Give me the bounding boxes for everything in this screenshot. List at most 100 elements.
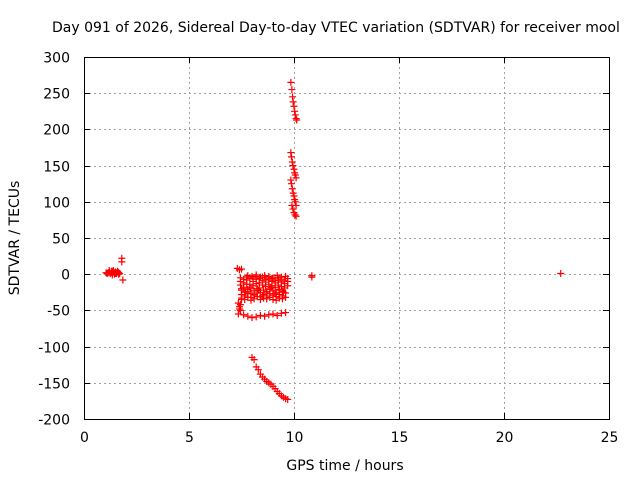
data-point <box>277 273 285 281</box>
data-point <box>265 311 273 319</box>
data-point <box>284 395 292 403</box>
y-tick-label: 150 <box>43 160 70 176</box>
data-point <box>289 162 297 170</box>
data-point <box>291 198 299 206</box>
data-point <box>240 311 248 319</box>
data-point <box>255 275 263 283</box>
x-axis-label: GPS time / hours <box>286 458 403 474</box>
axis-ticks <box>84 57 610 420</box>
data-point <box>238 285 245 293</box>
data-point <box>242 288 250 296</box>
data-point <box>265 272 273 280</box>
data-point <box>248 314 256 322</box>
y-tick-label: -150 <box>38 377 70 393</box>
data-point <box>248 272 256 280</box>
data-point <box>280 288 287 296</box>
x-tick-label: 5 <box>185 430 194 446</box>
y-tick-label: 100 <box>43 196 70 212</box>
y-tick-label: 0 <box>61 268 70 284</box>
grid-lines <box>84 57 609 419</box>
data-point <box>291 107 299 115</box>
data-point <box>243 273 251 281</box>
data-point <box>282 309 290 317</box>
data-point <box>236 301 244 309</box>
data-point <box>291 111 299 119</box>
data-point <box>291 211 299 219</box>
y-tick-label: 200 <box>43 123 70 139</box>
data-point <box>287 180 295 188</box>
data-point <box>247 296 255 304</box>
data-point <box>267 284 275 292</box>
data-point <box>288 158 296 166</box>
data-point <box>293 116 301 124</box>
data-point <box>288 86 296 94</box>
data-point <box>256 311 264 319</box>
y-tick-label: 300 <box>43 51 70 67</box>
y-tick-label: -100 <box>38 341 70 357</box>
data-point <box>252 313 260 321</box>
data-point <box>234 310 242 318</box>
y-axis-label: SDTVAR / TECUs <box>7 181 23 296</box>
data-point <box>284 282 292 290</box>
data-point <box>250 290 258 298</box>
y-tick-label: 250 <box>43 87 70 103</box>
data-point <box>308 273 316 281</box>
data-point <box>259 292 266 300</box>
data-point <box>274 281 282 289</box>
x-tick-label: 25 <box>601 430 619 446</box>
data-point <box>275 285 283 293</box>
data-point <box>287 149 295 157</box>
data-point <box>235 305 243 313</box>
data-point <box>288 185 296 193</box>
data-point <box>271 290 279 298</box>
data-point <box>250 356 258 364</box>
data-point <box>287 153 295 161</box>
data-point <box>269 296 277 304</box>
data-point <box>287 176 295 184</box>
y-tick-label: -200 <box>38 413 70 429</box>
data-point <box>275 294 283 302</box>
y-tick-label: -50 <box>47 304 70 320</box>
data-point <box>292 212 300 220</box>
data-point <box>290 102 298 110</box>
x-tick-label: 20 <box>496 430 514 446</box>
data-point <box>282 293 290 301</box>
data-point <box>292 174 300 182</box>
data-point <box>287 78 295 86</box>
data-point <box>289 205 297 213</box>
data-point <box>290 192 298 200</box>
data-point <box>244 312 252 320</box>
data-point <box>236 274 244 282</box>
data-point <box>119 276 127 284</box>
data-point <box>263 289 271 297</box>
data-point <box>278 295 286 303</box>
chart-title: Day 091 of 2026, Sidereal Day-to-day VTE… <box>52 20 620 36</box>
data-point <box>269 310 277 318</box>
data-point <box>256 296 264 304</box>
data-point <box>254 366 262 374</box>
data-point <box>288 201 296 209</box>
data-point <box>252 280 260 288</box>
x-tick-label: 10 <box>286 430 304 446</box>
data-point <box>238 294 245 302</box>
y-tick-label: 50 <box>52 232 70 248</box>
data-point <box>292 115 300 123</box>
data-point <box>282 272 290 280</box>
data-point <box>265 280 273 288</box>
data-point <box>115 270 123 278</box>
x-tick-label: 15 <box>391 430 409 446</box>
data-point <box>256 273 264 281</box>
data-point <box>254 286 262 294</box>
data-point <box>273 272 281 280</box>
data-point <box>246 283 254 291</box>
data-points <box>102 78 565 403</box>
data-point <box>244 272 252 280</box>
data-point <box>269 274 277 282</box>
data-point <box>238 265 245 273</box>
data-point <box>557 269 565 277</box>
data-point <box>273 311 281 319</box>
data-point <box>289 98 297 106</box>
x-tick-label: 0 <box>80 430 89 446</box>
x-tick-labels: 0 5 10 15 20 25 <box>80 430 618 446</box>
